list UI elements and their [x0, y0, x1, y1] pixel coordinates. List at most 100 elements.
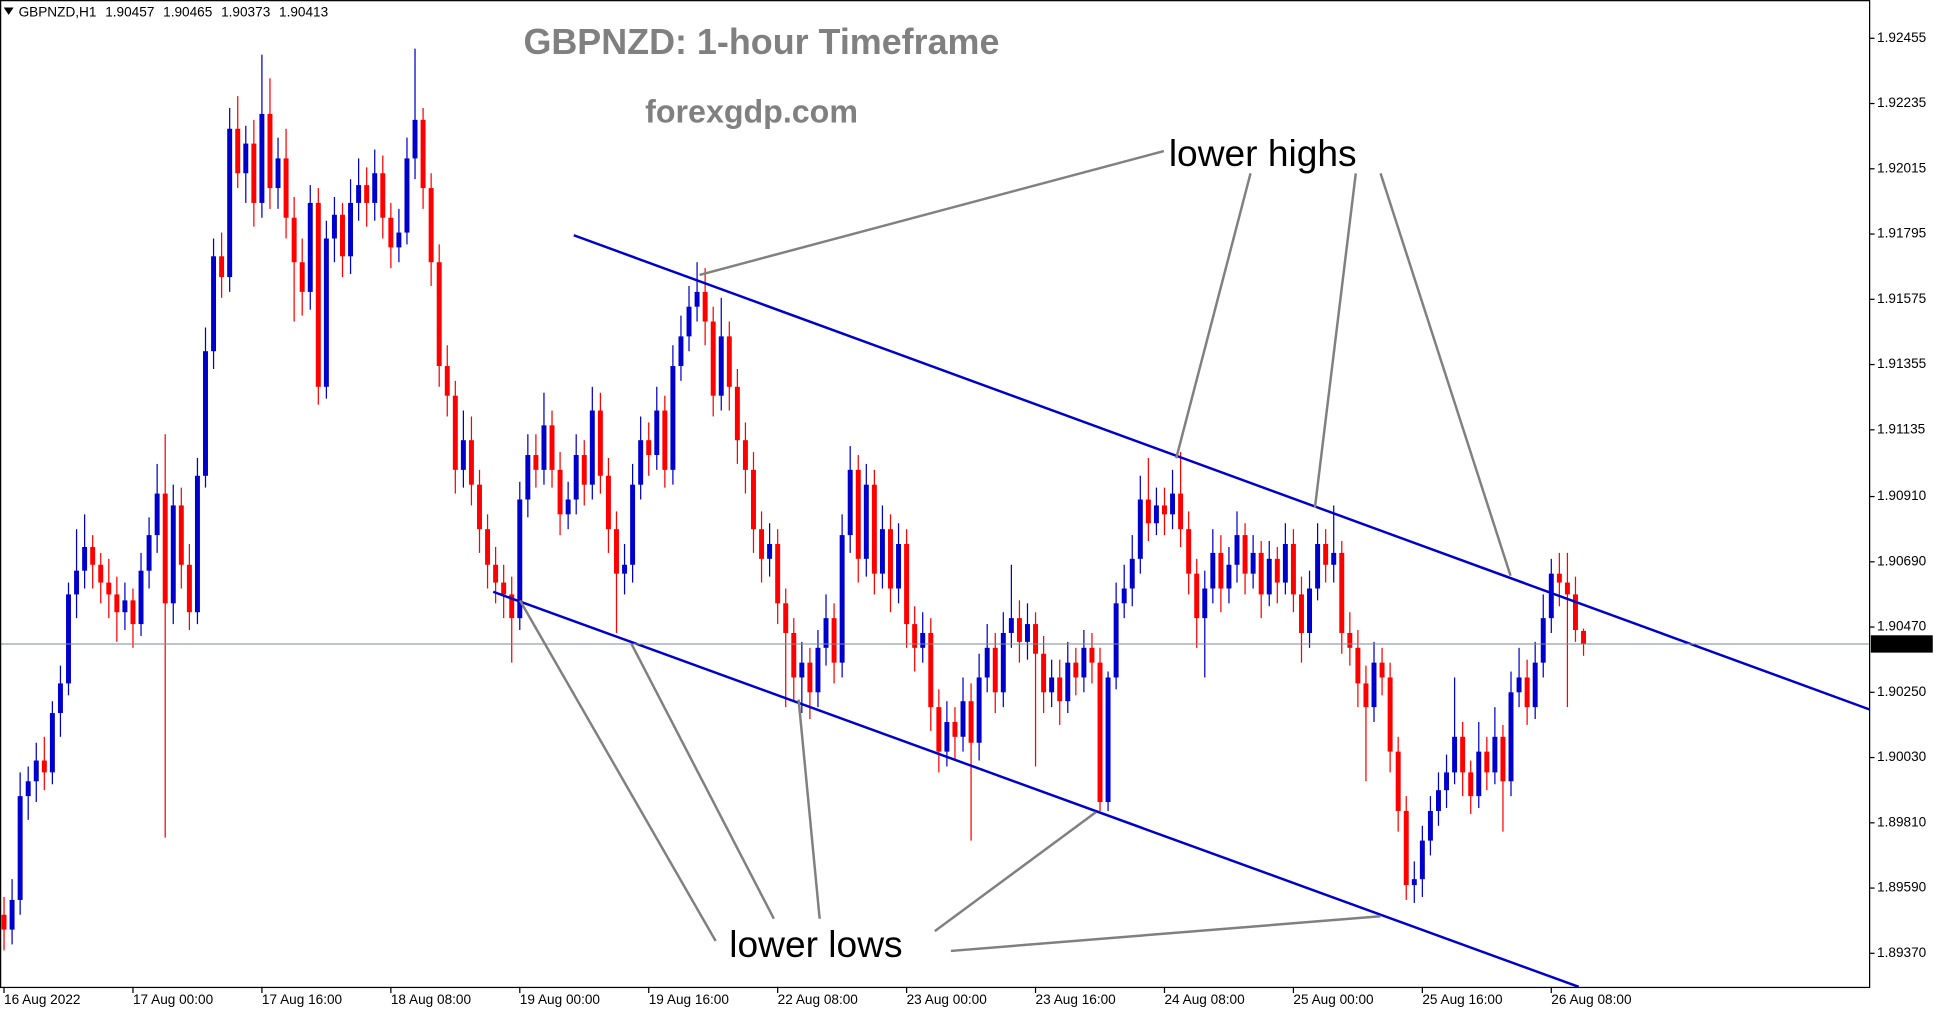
candle-body [734, 386, 740, 441]
candle-body [364, 185, 370, 203]
candle-body [831, 618, 837, 663]
candle-body [1033, 624, 1039, 654]
y-tick-label: 1.90250 [1877, 684, 1927, 699]
pointer-line [518, 599, 717, 942]
header-low: 1.90373 [221, 4, 270, 19]
plot-frame [0, 0, 1871, 989]
candle-body [194, 475, 200, 613]
candle-body [130, 600, 136, 625]
pointer-line [1175, 173, 1252, 459]
candle-body [1331, 552, 1337, 565]
candle-body [1145, 499, 1151, 524]
candle-body [581, 455, 587, 485]
candle-body [1363, 683, 1369, 708]
candle-body [1419, 840, 1425, 880]
candle-body [597, 410, 603, 476]
candle-body [1041, 653, 1047, 693]
candle-body [783, 603, 789, 633]
candle-body [1355, 647, 1361, 684]
candle-body [1170, 493, 1176, 515]
candle-body [1532, 662, 1538, 708]
candle-body [348, 202, 354, 257]
candle-body [1073, 662, 1079, 678]
candle-body [888, 529, 893, 589]
candle-body [1081, 647, 1087, 678]
candle-body [759, 529, 765, 559]
trendline [492, 590, 1580, 988]
candle-body [485, 529, 491, 565]
candle-body [17, 796, 23, 900]
candle-body [1049, 677, 1055, 693]
y-tick-label: 1.90910 [1877, 488, 1927, 503]
candle-body [162, 493, 168, 604]
candle-body [751, 469, 756, 530]
y-tick-label: 1.92015 [1877, 160, 1926, 175]
candle-body [799, 662, 805, 678]
candle-body [235, 128, 241, 174]
candle-body [1299, 594, 1304, 633]
candle-body [976, 677, 982, 743]
candle-body [614, 529, 619, 574]
candle-body [1113, 603, 1119, 678]
candle-body [573, 455, 579, 500]
candle-body [670, 366, 676, 470]
candle-body [1234, 535, 1240, 565]
candle-body [678, 336, 684, 367]
candle-body [90, 546, 96, 565]
chart-title: GBPNZD: 1-hour Timeframe [523, 22, 999, 62]
candle-body [412, 119, 418, 159]
candle-body [460, 440, 466, 470]
candle-body [493, 564, 499, 583]
candle-body [1516, 677, 1522, 693]
candle-body [106, 582, 112, 595]
candle-body [315, 202, 321, 387]
candle-body [49, 713, 55, 773]
x-tick-label: 25 Aug 00:00 [1293, 992, 1374, 1007]
candle-body [630, 484, 636, 565]
candle-body [1468, 772, 1474, 797]
candle-body [299, 262, 305, 292]
y-tick-label: 1.91575 [1877, 291, 1926, 306]
candle-body [541, 425, 547, 470]
candle-body [662, 410, 668, 470]
candle-body [968, 701, 974, 743]
candle-body [1266, 558, 1272, 595]
candle-body [904, 543, 910, 625]
candle-body [694, 291, 700, 307]
pointer-line [1313, 173, 1358, 508]
y-tick-label: 1.89810 [1877, 814, 1927, 829]
candle-body [509, 594, 515, 619]
candle-body [82, 546, 88, 571]
candle-body [525, 455, 531, 500]
candle-body [74, 570, 80, 595]
candle-body [420, 119, 426, 189]
candle-body [380, 173, 386, 218]
candle-body [1484, 751, 1490, 773]
candle-body [219, 256, 225, 278]
candle-body [920, 632, 926, 648]
candle-body [984, 647, 990, 678]
candle-body [340, 214, 345, 257]
symbol: GBPNZD,H1 [19, 4, 97, 19]
candle-body [622, 564, 628, 574]
candle-body [1427, 810, 1433, 841]
candle-body [372, 173, 378, 203]
price-label: 1.90413 [1876, 636, 1925, 651]
candle-body [1000, 632, 1006, 693]
header: GBPNZD,H1 1.90457 1.90465 1.90373 1.9041… [19, 4, 329, 19]
candle-body [1065, 662, 1071, 702]
candle-body [557, 469, 563, 515]
candle-body [775, 543, 781, 604]
candle-body [146, 535, 152, 571]
candle-body [41, 760, 47, 773]
x-tick-label: 16 Aug 2022 [4, 992, 80, 1007]
candle-body [33, 760, 39, 782]
x-tick-label: 26 Aug 08:00 [1551, 992, 1632, 1007]
candle-body [710, 321, 716, 396]
candle-body [1121, 588, 1127, 604]
candle-body [718, 336, 724, 396]
candle-body [1218, 552, 1224, 589]
y-tick-label: 1.90030 [1877, 749, 1927, 764]
